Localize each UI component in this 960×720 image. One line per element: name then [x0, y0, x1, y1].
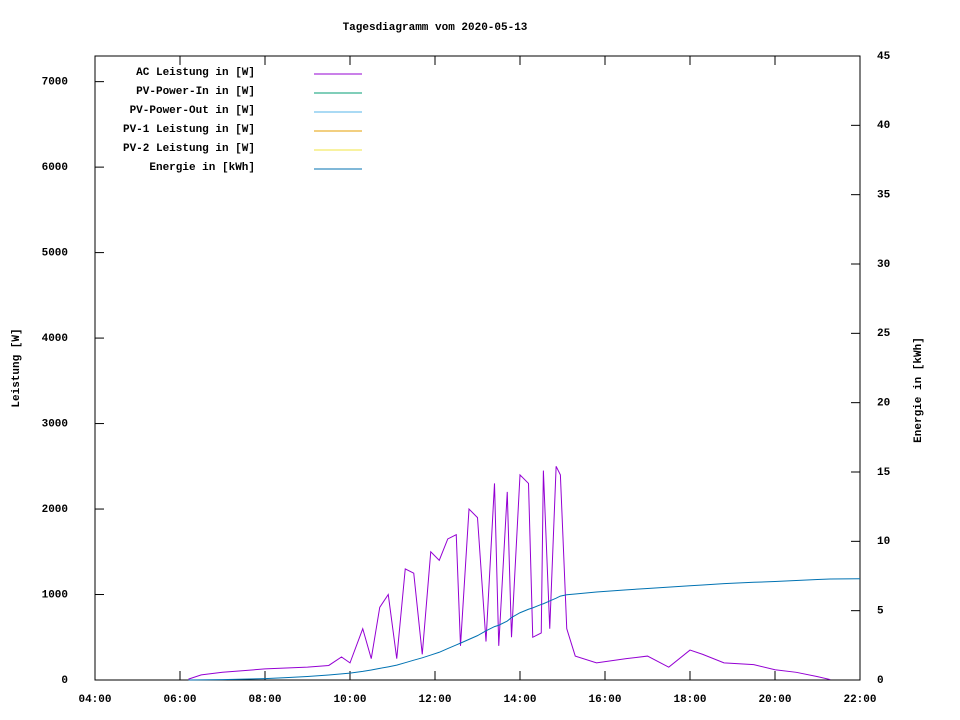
legend-label: Energie in [kWh]: [149, 162, 255, 174]
y2-tick-label: 45: [877, 51, 891, 63]
x-tick-label: 22:00: [843, 694, 876, 706]
x-tick-label: 12:00: [418, 694, 451, 706]
x-tick-label: 18:00: [673, 694, 706, 706]
y2-tick-label: 30: [877, 259, 890, 271]
y2-tick-label: 5: [877, 606, 884, 618]
x-tick-label: 16:00: [588, 694, 621, 706]
legend-label: PV-2 Leistung in [W]: [123, 143, 255, 155]
y-tick-label: 5000: [42, 248, 68, 260]
y-tick-label: 2000: [42, 504, 68, 516]
legend-label: PV-Power-Out in [W]: [130, 105, 255, 117]
y-tick-label: 7000: [42, 77, 68, 89]
y-tick-label: 6000: [42, 162, 68, 174]
legend-label: PV-1 Leistung in [W]: [123, 124, 255, 136]
series-line: [188, 466, 831, 681]
y2-tick-label: 10: [877, 536, 890, 548]
chart-title: Tagesdiagramm vom 2020-05-13: [343, 22, 528, 34]
x-tick-label: 04:00: [78, 694, 111, 706]
y2-axis-label: Energie in [kWh]: [913, 337, 925, 443]
x-tick-label: 10:00: [333, 694, 366, 706]
y2-tick-label: 35: [877, 190, 891, 202]
x-tick-label: 08:00: [248, 694, 281, 706]
legend-label: PV-Power-In in [W]: [136, 86, 255, 98]
y-axis-label: Leistung [W]: [11, 328, 23, 407]
y-tick-label: 1000: [42, 589, 68, 601]
y2-tick-label: 20: [877, 398, 890, 410]
y-tick-label: 4000: [42, 333, 68, 345]
legend-label: AC Leistung in [W]: [136, 67, 255, 79]
x-tick-label: 14:00: [503, 694, 536, 706]
series-line: [188, 578, 861, 681]
y2-tick-label: 0: [877, 675, 884, 687]
y2-tick-label: 25: [877, 328, 891, 340]
plot-frame: [94, 55, 861, 681]
x-tick-label: 20:00: [758, 694, 791, 706]
y-tick-label: 3000: [42, 418, 68, 430]
y2-tick-label: 40: [877, 120, 890, 132]
y2-tick-label: 15: [877, 467, 891, 479]
y-tick-label: 0: [61, 675, 68, 687]
x-tick-label: 06:00: [163, 694, 196, 706]
